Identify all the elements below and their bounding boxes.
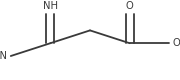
Text: NH: NH — [43, 1, 58, 11]
Text: OH: OH — [173, 38, 180, 48]
Text: H₂N: H₂N — [0, 51, 7, 61]
Text: O: O — [126, 1, 134, 11]
